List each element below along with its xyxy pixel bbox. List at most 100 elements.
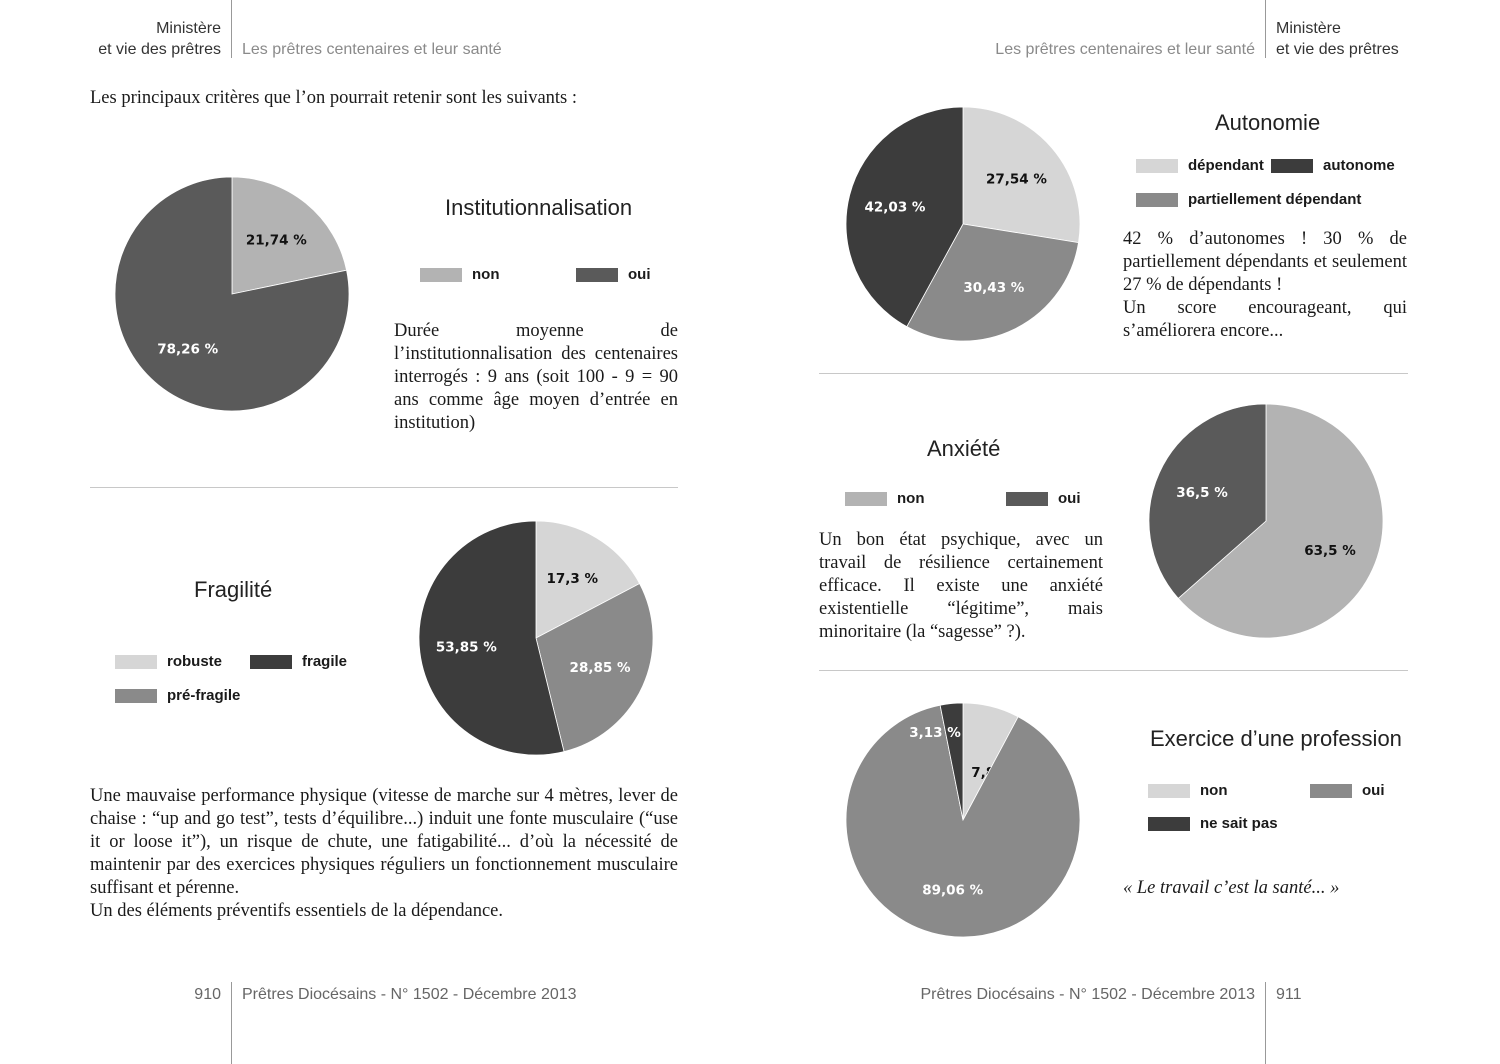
pie-slice-non	[231, 176, 348, 295]
legend-item-oui: oui	[1310, 782, 1385, 799]
legend-label: dépendant	[1188, 157, 1264, 174]
chart-title-institution: Institutionnalisation	[445, 195, 633, 220]
legend-swatch	[1148, 783, 1190, 798]
pie-data-label: 42,03 %	[865, 200, 926, 216]
chart-title-profession: Exercice d’une profession	[1150, 726, 1402, 751]
legend-label: non	[472, 266, 500, 283]
header-divider	[231, 0, 232, 58]
legend-item-robuste: robuste	[115, 653, 222, 670]
legend-item-fragile: fragile	[250, 653, 347, 670]
intro-text: Les principaux critères que l’on pourrai…	[90, 88, 578, 108]
legend-item-partiellement: partiellement dépendant	[1136, 191, 1361, 208]
legend-label: ne sait pas	[1200, 815, 1278, 832]
legend-label: fragile	[302, 653, 348, 670]
legend-item-non: non	[845, 490, 925, 507]
legend-swatch	[250, 654, 292, 669]
legend-item-oui: oui	[1006, 490, 1081, 507]
section-divider	[90, 487, 678, 488]
footer-divider	[231, 982, 232, 1064]
legend-label: non	[1200, 782, 1228, 799]
pie-chart-profession: 7,81 %89,06 %3,13 %	[845, 702, 1081, 938]
pie-chart-anxiete: 63,5 % 36,5 %	[1148, 403, 1384, 639]
legend-item-non: non	[1148, 782, 1228, 799]
anxiete-text: Un bon état psychique, avec un travail d…	[819, 530, 1103, 642]
pie-slice-robuste	[535, 520, 641, 639]
pie-slice-autonome	[845, 106, 964, 328]
legend-swatch	[420, 267, 462, 282]
footer-text: Prêtres Diocésains - N° 1502 - Décembre …	[242, 986, 577, 1003]
header-section-line1: Ministère	[156, 20, 221, 37]
pie-slice-partiellement-dépendant	[906, 223, 1079, 342]
legend-label: partiellement dépendant	[1188, 191, 1362, 208]
fragilite-paragraph-2: Un des éléments préventifs essentiels de…	[90, 901, 504, 921]
legend-swatch	[1310, 783, 1352, 798]
legend-item-oui: oui	[576, 266, 651, 283]
legend-item-ne-sait-pas: ne sait pas	[1148, 815, 1278, 832]
legend-swatch	[1136, 192, 1178, 207]
pie-data-label: 17,3 %	[547, 571, 599, 587]
header-section-line2: et vie des prêtres	[1276, 41, 1399, 58]
header-section: Ministère et vie des prêtres	[60, 18, 221, 60]
pie-chart-fragilite: 17,3 % 28,85 % 53,85 %	[418, 520, 654, 756]
legend-item-pre-fragile: pré-fragile	[115, 687, 240, 704]
pie-data-label: 63,5 %	[1304, 543, 1356, 559]
pie-slice-ne-sait-pas	[939, 702, 964, 821]
pie-slice-fragile	[418, 520, 565, 756]
pie-data-label: 21,74 %	[246, 233, 307, 249]
autonomie-paragraph-2: Un score encourageant, qui s’améliorera …	[1123, 298, 1407, 341]
header-section-line1: Ministère	[1276, 20, 1341, 37]
legend-swatch	[115, 688, 157, 703]
section-divider	[819, 670, 1408, 671]
page-number: 910	[194, 986, 221, 1003]
pie-slice-dépendant	[962, 106, 1081, 244]
pie-slice-non	[1177, 403, 1384, 639]
legend-swatch	[1006, 491, 1048, 506]
legend-swatch	[1136, 158, 1178, 173]
legend-swatch	[576, 267, 618, 282]
legend-label: oui	[1058, 490, 1081, 507]
chart-title-fragilite: Fragilité	[194, 577, 273, 602]
fragilite-text: Une mauvaise performance physique (vites…	[90, 785, 678, 923]
pie-slice-pré-fragile	[535, 583, 654, 753]
footer-divider	[1265, 982, 1266, 1064]
footer-text-right: Prêtres Diocésains - N° 1502 - Décembre …	[920, 986, 1255, 1003]
fragilite-paragraph-1: Une mauvaise performance physique (vites…	[90, 786, 678, 898]
legend-item-dependant: dépendant	[1136, 157, 1264, 174]
pie-data-label: 27,54 %	[986, 171, 1047, 187]
legend-item-non: non	[420, 266, 500, 283]
legend-swatch	[1271, 158, 1313, 173]
legend-item-autonome: autonome	[1271, 157, 1395, 174]
pie-slice-oui	[114, 176, 350, 412]
pie-chart-institution: 21,74 % 78,26 %	[114, 176, 350, 412]
chart-title-anxiete: Anxiété	[927, 436, 1001, 461]
legend-swatch	[845, 491, 887, 506]
legend-swatch	[115, 654, 157, 669]
legend-label: non	[897, 490, 925, 507]
autonomie-text: 42 % d’autonomes ! 30 % de partiellement…	[1123, 228, 1407, 343]
pie-chart-autonomie: 27,54 % 30,43 % 42,03 %	[845, 106, 1081, 342]
pie-slice-oui	[845, 704, 1081, 938]
header-divider	[1265, 0, 1266, 58]
pie-data-label: 36,5 %	[1176, 485, 1228, 501]
pie-data-label: 30,43 %	[963, 280, 1024, 296]
pie-data-label: 3,13 %	[909, 725, 961, 741]
autonomie-paragraph-1: 42 % d’autonomes ! 30 % de partiellement…	[1123, 229, 1407, 295]
pie-data-label: 28,85 %	[570, 660, 631, 676]
header-title-right: Les prêtres centenaires et leur santé	[995, 41, 1255, 58]
pie-slice-oui	[1148, 403, 1267, 599]
legend-label: oui	[1362, 782, 1385, 799]
legend-label: pré-fragile	[167, 687, 241, 704]
institution-text: Durée moyenne de l’institutionnalisation…	[394, 321, 678, 433]
legend-swatch	[1148, 816, 1190, 831]
page-number-right: 911	[1276, 986, 1302, 1003]
header-title: Les prêtres centenaires et leur santé	[242, 41, 502, 58]
pie-data-label: 89,06 %	[922, 882, 983, 898]
header-section-right: Ministère et vie des prêtres	[1276, 18, 1399, 60]
header-section-line2: et vie des prêtres	[98, 41, 221, 58]
chart-title-autonomie: Autonomie	[1215, 110, 1321, 135]
legend-label: robuste	[167, 653, 223, 670]
legend-label: autonome	[1323, 157, 1395, 174]
section-divider	[819, 373, 1408, 374]
pie-data-label: 78,26 %	[157, 341, 218, 357]
profession-quote: « Le travail c’est la santé... »	[1123, 878, 1340, 898]
